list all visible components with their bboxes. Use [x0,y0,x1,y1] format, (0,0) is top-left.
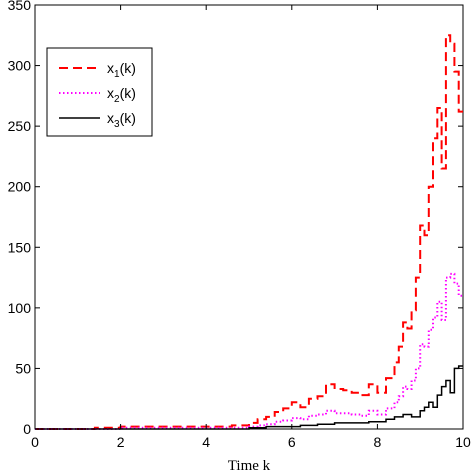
x-axis-title: Time k [228,458,271,474]
legend: x1(k) x2(k) x3(k) [46,47,153,137]
x-tick-label: 2 [117,434,125,450]
x-tick-label: 0 [31,434,39,450]
x-tick-label: 6 [288,434,296,450]
x-tick-label: 8 [374,434,382,450]
x-tick-label: 10 [455,434,471,450]
y-tick-label: 300 [8,58,32,74]
legend-label-x3: x3(k) [107,110,136,130]
series-line-x1 [35,34,463,430]
legend-label-x2: x2(k) [107,85,136,105]
legend-label-x1: x1(k) [107,60,136,80]
y-tick-label: 200 [8,179,32,195]
y-tick-label: 250 [8,118,32,134]
x-tick-label: 4 [202,434,210,450]
y-tick-label: 100 [8,300,32,316]
series-layer [35,34,463,430]
series-line-x3 [35,365,463,430]
series-line-x2 [35,272,463,430]
y-tick-label: 0 [23,421,31,437]
y-tick-label: 350 [8,0,32,13]
y-tick-label: 50 [15,360,31,376]
y-tick-label: 150 [8,239,32,255]
